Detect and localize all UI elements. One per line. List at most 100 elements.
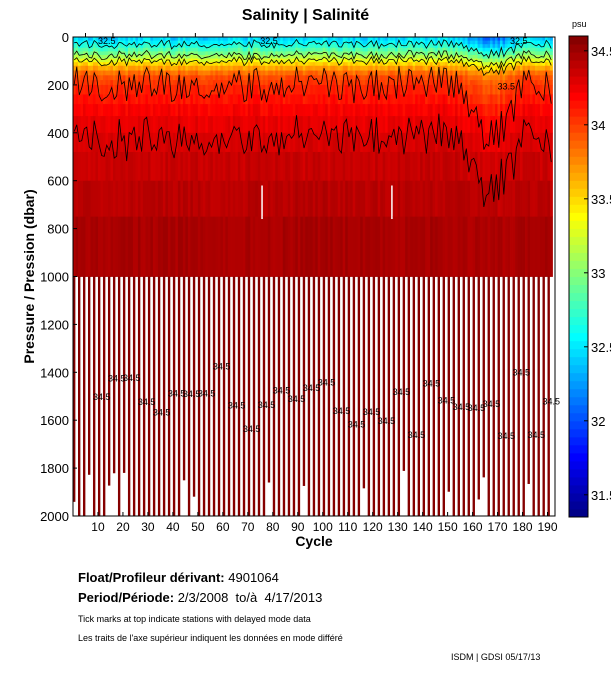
heatmap-cell	[80, 132, 84, 153]
x-axis-label: Cycle	[295, 533, 333, 549]
heatmap-cell	[277, 216, 281, 277]
heatmap-cell	[160, 132, 164, 153]
heatmap-cell	[505, 51, 508, 56]
heatmap-cell	[287, 80, 291, 86]
heatmap-cell	[130, 65, 134, 71]
heatmap-cell	[535, 47, 538, 52]
heatmap-cell	[165, 180, 169, 218]
heatmap-cell	[495, 80, 498, 86]
heatmap-cell	[177, 180, 181, 218]
heatmap-cell	[275, 47, 279, 52]
x-tick-label: 80	[266, 520, 280, 534]
heatmap-cell	[222, 65, 226, 71]
heatmap-cell	[290, 65, 294, 71]
heatmap-cell	[310, 44, 314, 49]
heatmap-cell	[280, 70, 284, 76]
heatmap-cell	[265, 94, 269, 105]
heatmap-cell	[415, 44, 419, 49]
heatmap-cell	[382, 151, 386, 182]
heatmap-cell	[367, 116, 371, 134]
colorbar-tick-label: 34.5	[591, 44, 611, 59]
contour-label: 34.5	[273, 386, 291, 396]
heatmap-cell	[262, 40, 266, 45]
heatmap-cell	[467, 116, 471, 134]
heatmap-cell	[442, 180, 446, 218]
heatmap-cell	[447, 94, 451, 105]
heatmap-cell	[522, 80, 526, 86]
heatmap-cell	[165, 75, 169, 81]
colorbar-swatch	[569, 300, 588, 310]
heatmap-cell	[432, 44, 436, 49]
heatmap-cell	[442, 94, 446, 105]
heatmap-cell	[545, 51, 548, 56]
heatmap-cell	[452, 132, 456, 153]
heatmap-cell	[285, 40, 289, 45]
heatmap-cell	[102, 132, 106, 153]
heatmap-cell	[97, 104, 101, 117]
heatmap-cell	[455, 116, 459, 134]
heatmap-cell	[540, 51, 543, 56]
heatmap-cell	[387, 116, 391, 134]
heatmap-cell	[390, 37, 394, 41]
heatmap-cell	[450, 47, 454, 52]
x-tick-label: 130	[388, 520, 408, 534]
heatmap-cell	[502, 62, 506, 67]
heatmap-cell	[152, 62, 156, 67]
heatmap-cell	[100, 44, 104, 49]
heatmap-cell	[227, 47, 231, 52]
heatmap-cell	[470, 54, 473, 59]
heatmap-cell	[87, 54, 91, 59]
heatmap-cell	[305, 54, 309, 59]
heatmap-cell	[132, 104, 136, 117]
deep-profile-bar	[347, 276, 351, 516]
heatmap-cell	[412, 47, 416, 52]
heatmap-cell	[405, 132, 409, 153]
heatmap-cell	[430, 58, 434, 63]
heatmap-cell	[285, 216, 289, 277]
heatmap-cell	[230, 44, 234, 49]
heatmap-cell	[97, 180, 101, 218]
heatmap-cell	[100, 116, 104, 134]
heatmap-cell	[260, 51, 264, 56]
heatmap-cell	[487, 65, 491, 71]
heatmap-cell	[122, 151, 126, 182]
heatmap-cell	[377, 132, 381, 153]
heatmap-cell	[537, 58, 541, 63]
heatmap-cell	[332, 44, 336, 49]
deep-profile-bar	[277, 276, 281, 516]
heatmap-cell	[342, 44, 346, 49]
heatmap-cell	[235, 80, 239, 86]
heatmap-cell	[292, 104, 296, 117]
heatmap-cell	[337, 65, 341, 71]
heatmap-cell	[507, 47, 511, 52]
heatmap-cell	[212, 94, 216, 105]
heatmap-cell	[502, 80, 506, 86]
heatmap-cell	[545, 116, 548, 134]
heatmap-cell	[160, 54, 164, 59]
colorbar-swatch	[569, 436, 588, 446]
heatmap-cell	[345, 180, 349, 218]
heatmap-cell	[135, 94, 139, 105]
heatmap-cell	[487, 180, 491, 218]
heatmap-cell	[545, 44, 548, 49]
heatmap-cell	[550, 51, 553, 56]
heatmap-cell	[90, 151, 94, 182]
heatmap-cell	[277, 104, 281, 117]
heatmap-cell	[245, 104, 249, 117]
heatmap-cell	[457, 151, 461, 182]
heatmap-cell	[427, 216, 431, 277]
heatmap-cell	[265, 84, 269, 95]
deep-profile-bar	[362, 276, 366, 489]
heatmap-cell	[352, 54, 356, 59]
heatmap-cell	[547, 37, 551, 41]
heatmap-cell	[302, 84, 306, 95]
heatmap-cell	[307, 80, 311, 86]
heatmap-cell	[445, 40, 449, 45]
heatmap-cell	[155, 65, 159, 71]
heatmap-cell	[247, 180, 251, 218]
heatmap-cell	[367, 62, 371, 67]
heatmap-cell	[210, 40, 214, 45]
heatmap-cell	[262, 51, 266, 56]
heatmap-cell	[437, 62, 441, 67]
heatmap-cell	[532, 54, 536, 59]
